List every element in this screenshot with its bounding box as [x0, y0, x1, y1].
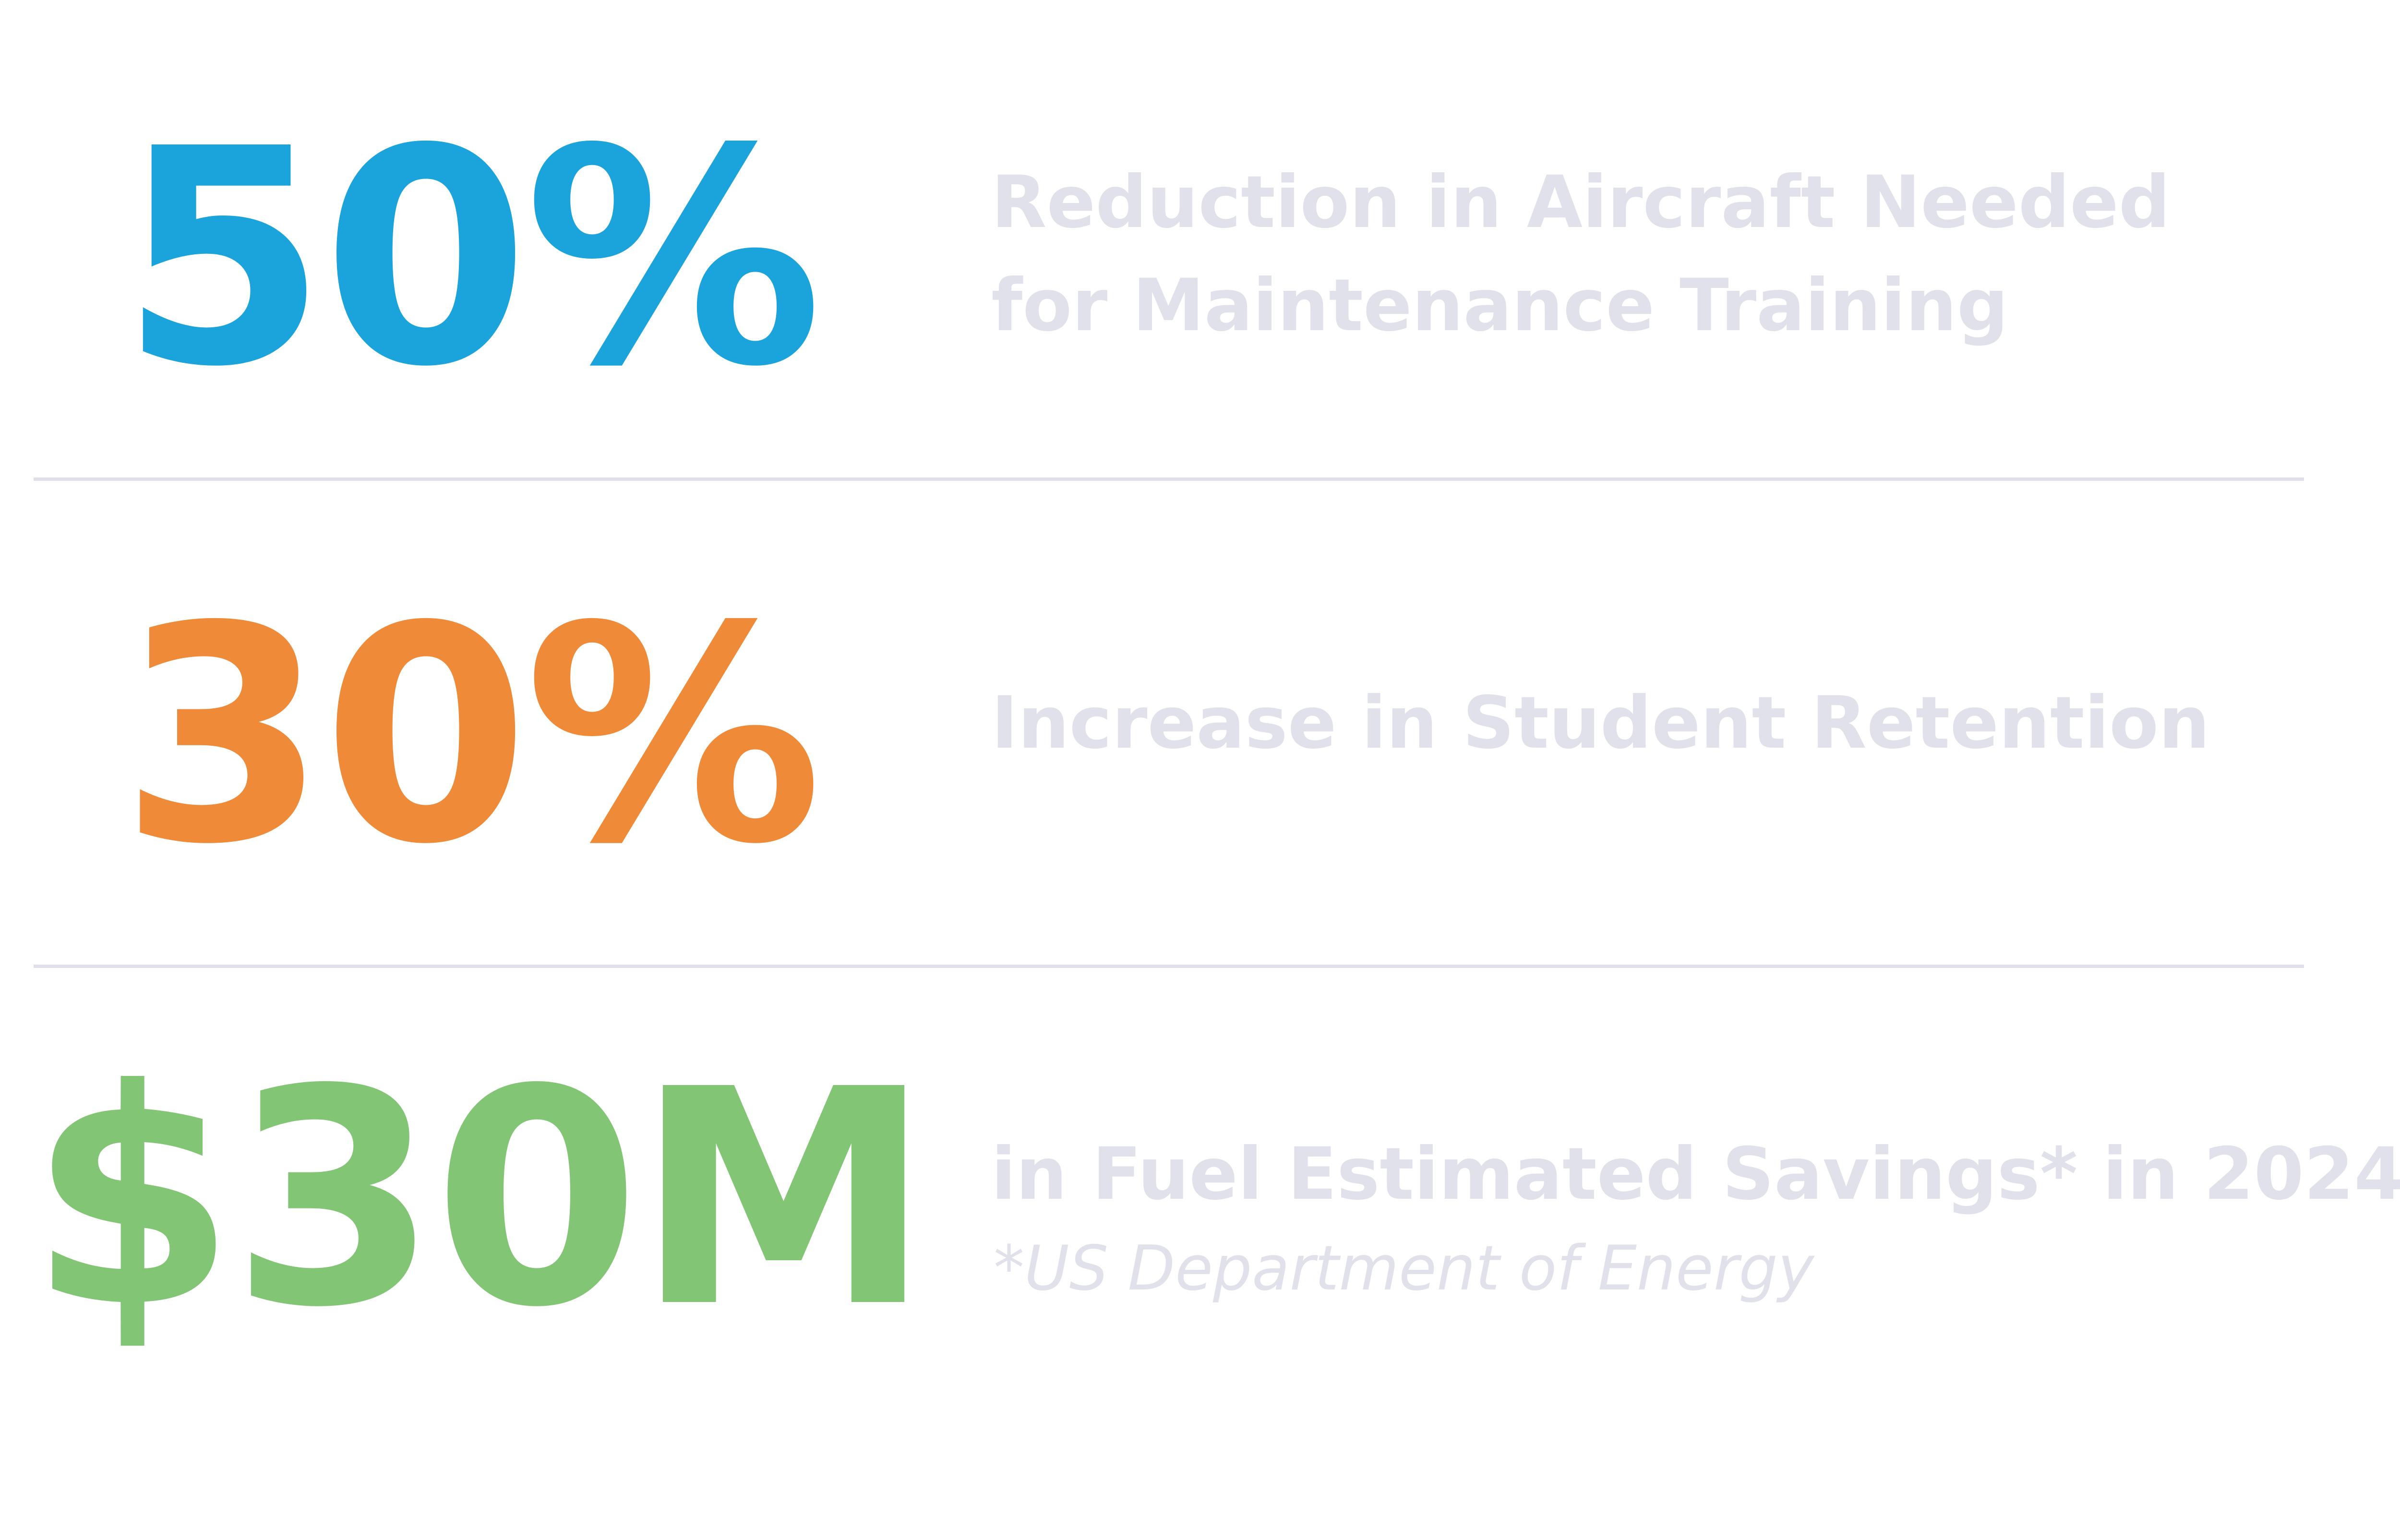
- stat-value-retention: 30%: [120, 563, 823, 909]
- stat-description-line: for Maintenance Training: [991, 264, 2009, 347]
- stat-description-line: in Fuel Estimated Savings* in 2024: [991, 1133, 2400, 1216]
- divider: [34, 965, 2304, 968]
- stat-description-aircraft: Reduction in Aircraft Needed for Mainten…: [991, 151, 2170, 358]
- stat-description-line: Increase in Student Retention: [991, 681, 2210, 765]
- stat-value-fuel: $30M: [29, 1027, 932, 1373]
- stat-footnote-source: *US Department of Energy: [994, 1233, 1814, 1304]
- stat-value-aircraft: 50%: [120, 86, 823, 432]
- stat-description-fuel: in Fuel Estimated Savings* in 2024: [991, 1123, 2400, 1226]
- divider: [34, 478, 2304, 481]
- stat-description-retention: Increase in Student Retention: [991, 672, 2210, 775]
- stat-description-line: Reduction in Aircraft Needed: [991, 161, 2171, 244]
